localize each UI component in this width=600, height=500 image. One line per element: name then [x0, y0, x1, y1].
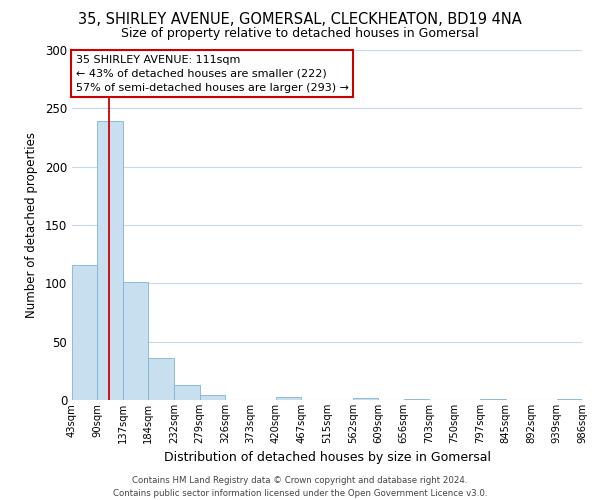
Bar — [72, 264, 97, 400]
Bar — [480, 399, 506, 400]
Bar — [557, 399, 582, 400]
Text: Size of property relative to detached houses in Gomersal: Size of property relative to detached ho… — [121, 28, 479, 40]
Bar — [353, 398, 378, 400]
Text: Contains HM Land Registry data © Crown copyright and database right 2024.
Contai: Contains HM Land Registry data © Crown c… — [113, 476, 487, 498]
Bar — [123, 282, 148, 400]
X-axis label: Distribution of detached houses by size in Gomersal: Distribution of detached houses by size … — [163, 452, 491, 464]
Bar — [404, 399, 429, 400]
Bar — [97, 121, 123, 400]
Text: 35 SHIRLEY AVENUE: 111sqm
← 43% of detached houses are smaller (222)
57% of semi: 35 SHIRLEY AVENUE: 111sqm ← 43% of detac… — [76, 54, 349, 92]
Bar — [174, 385, 200, 400]
Bar — [276, 396, 301, 400]
Bar — [148, 358, 174, 400]
Text: 35, SHIRLEY AVENUE, GOMERSAL, CLECKHEATON, BD19 4NA: 35, SHIRLEY AVENUE, GOMERSAL, CLECKHEATO… — [78, 12, 522, 28]
Bar — [200, 396, 225, 400]
Y-axis label: Number of detached properties: Number of detached properties — [25, 132, 38, 318]
